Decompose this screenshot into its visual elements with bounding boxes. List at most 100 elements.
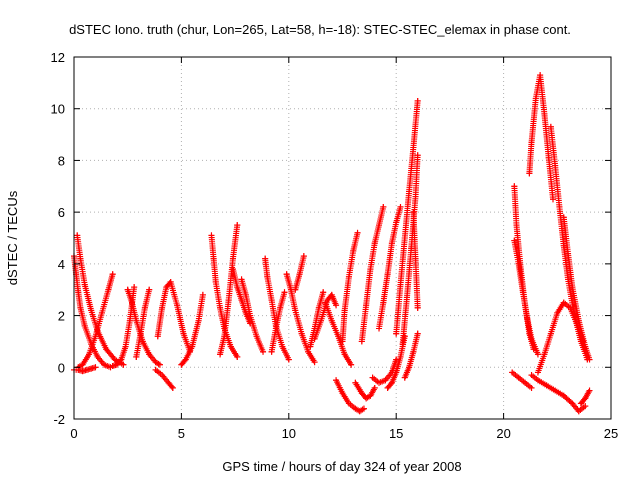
data-point (262, 255, 269, 262)
data-point (247, 312, 254, 319)
data-point (169, 384, 176, 391)
data-point (328, 291, 335, 298)
axis-ticks: 0 5 10 15 20 25 -2 0 2 4 6 8 10 12 (51, 50, 619, 441)
data-point (298, 330, 305, 337)
data-series (152, 366, 176, 391)
series-markers (262, 255, 292, 363)
data-point (393, 330, 400, 337)
data-point (522, 379, 529, 386)
data-point (401, 374, 408, 381)
data-point (399, 341, 406, 348)
data-point (163, 284, 170, 291)
x-tick-label: 5 (178, 426, 185, 441)
data-point (528, 384, 535, 391)
data-point (118, 356, 125, 363)
data-point (513, 222, 520, 229)
data-point (182, 356, 189, 363)
data-point (88, 365, 95, 372)
y-tick-label: 4 (58, 257, 65, 272)
data-point (234, 353, 241, 360)
data-point (560, 214, 567, 221)
data-point (195, 317, 202, 324)
data-point (268, 348, 275, 355)
data-point (264, 273, 271, 280)
y-tick-label: 2 (58, 309, 65, 324)
data-point (152, 366, 159, 373)
data-point (388, 240, 395, 247)
data-point (285, 356, 292, 363)
data-point (159, 304, 166, 311)
x-tick-label: 15 (389, 426, 403, 441)
data-point (582, 343, 589, 350)
data-point (560, 242, 567, 249)
data-point (552, 387, 559, 394)
data-point (528, 335, 535, 342)
data-point (335, 333, 342, 340)
series-markers (560, 214, 593, 363)
data-point (296, 271, 303, 278)
data-point (131, 284, 138, 291)
data-point (534, 369, 541, 376)
data-point (238, 297, 245, 304)
data-point (534, 377, 541, 384)
y-tick-label: 0 (58, 360, 65, 375)
data-point (575, 317, 582, 324)
series-markers (358, 203, 387, 345)
data-point (189, 343, 196, 350)
data-point (406, 188, 413, 195)
data-point (307, 343, 314, 350)
data-point (410, 209, 417, 216)
data-point (208, 232, 215, 239)
data-point (515, 260, 522, 267)
data-point (167, 278, 174, 285)
data-point (397, 203, 404, 210)
data-point (292, 286, 299, 293)
data-point (537, 72, 544, 79)
data-series (393, 97, 421, 337)
data-series-group (71, 72, 593, 415)
data-point (554, 309, 561, 316)
data-point (369, 374, 376, 381)
data-series (208, 232, 241, 360)
data-point (98, 309, 105, 316)
data-point (577, 400, 584, 407)
data-point (367, 392, 374, 399)
y-tick-label: 8 (58, 153, 65, 168)
series-markers (283, 271, 318, 366)
data-point (414, 330, 421, 337)
data-point (575, 408, 582, 415)
data-point (397, 353, 404, 360)
grid (74, 57, 611, 419)
data-series (511, 237, 541, 358)
data-point (348, 361, 355, 368)
data-series (369, 356, 400, 386)
data-point (414, 152, 421, 159)
data-series (511, 183, 537, 353)
data-point (283, 271, 290, 278)
data-series (528, 372, 589, 415)
data-point (159, 372, 166, 379)
data-point (414, 304, 421, 311)
data-series (352, 379, 378, 402)
data-point (300, 253, 307, 260)
data-point (541, 351, 548, 358)
data-point (311, 359, 318, 366)
data-point (279, 343, 286, 350)
data-point (227, 343, 234, 350)
data-point (565, 276, 572, 283)
data-point (376, 222, 383, 229)
data-series (75, 271, 116, 371)
data-point (356, 408, 363, 415)
data-point (586, 356, 593, 363)
data-point (388, 379, 395, 386)
data-point (509, 369, 516, 376)
data-point (75, 289, 82, 296)
data-point (582, 403, 589, 410)
data-point (174, 302, 181, 309)
data-point (393, 369, 400, 376)
data-point (305, 348, 312, 355)
data-point (86, 351, 93, 358)
x-tick-label: 20 (496, 426, 510, 441)
data-point (101, 361, 108, 368)
data-point (320, 289, 327, 296)
